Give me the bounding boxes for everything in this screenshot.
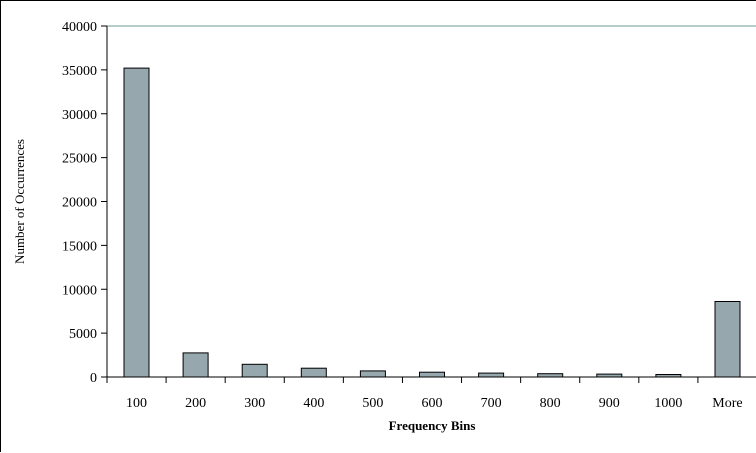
y-axis-ticks: 0 5000 10000 15000 20000 25000 30000 35000 40000: [62, 20, 107, 386]
y-tick-label: 15000: [62, 239, 97, 254]
x-tick-label: 800: [540, 396, 561, 411]
bar-500: [359, 370, 386, 378]
x-axis-ticks: 100 200 300 400 500 600 700 800 900 1000 More: [106, 377, 743, 411]
bar-700: [478, 372, 505, 378]
x-tick-label: 1000: [654, 396, 682, 411]
y-tick-label: 0: [90, 371, 97, 386]
x-tick-label: More: [712, 396, 742, 411]
x-tick-label: 100: [126, 396, 147, 411]
y-tick-label: 5000: [69, 327, 97, 342]
y-tick-label: 35000: [62, 64, 97, 79]
bar-100: [123, 67, 150, 378]
y-axis-title: Number of Occurrences: [12, 139, 27, 264]
x-tick-label: 400: [303, 396, 324, 411]
bars-group: [123, 67, 741, 378]
y-tick-label: 30000: [62, 108, 97, 123]
x-axis-title: Frequency Bins: [389, 418, 476, 433]
y-tick-label: 25000: [62, 152, 97, 167]
x-tick-label: 700: [481, 396, 502, 411]
x-tick-label: 600: [422, 396, 443, 411]
x-tick-label: 200: [185, 396, 206, 411]
bar-300: [241, 363, 268, 378]
bar-200: [182, 352, 209, 378]
x-tick-label: 900: [599, 396, 620, 411]
bar-more: [714, 301, 741, 378]
y-tick-label: 20000: [62, 196, 97, 211]
y-tick-label: 40000: [62, 20, 97, 35]
y-tick-label: 10000: [62, 283, 97, 298]
bar-600: [419, 371, 445, 378]
bar-400: [300, 367, 327, 378]
x-tick-label: 300: [244, 396, 265, 411]
x-tick-label: 500: [362, 396, 383, 411]
